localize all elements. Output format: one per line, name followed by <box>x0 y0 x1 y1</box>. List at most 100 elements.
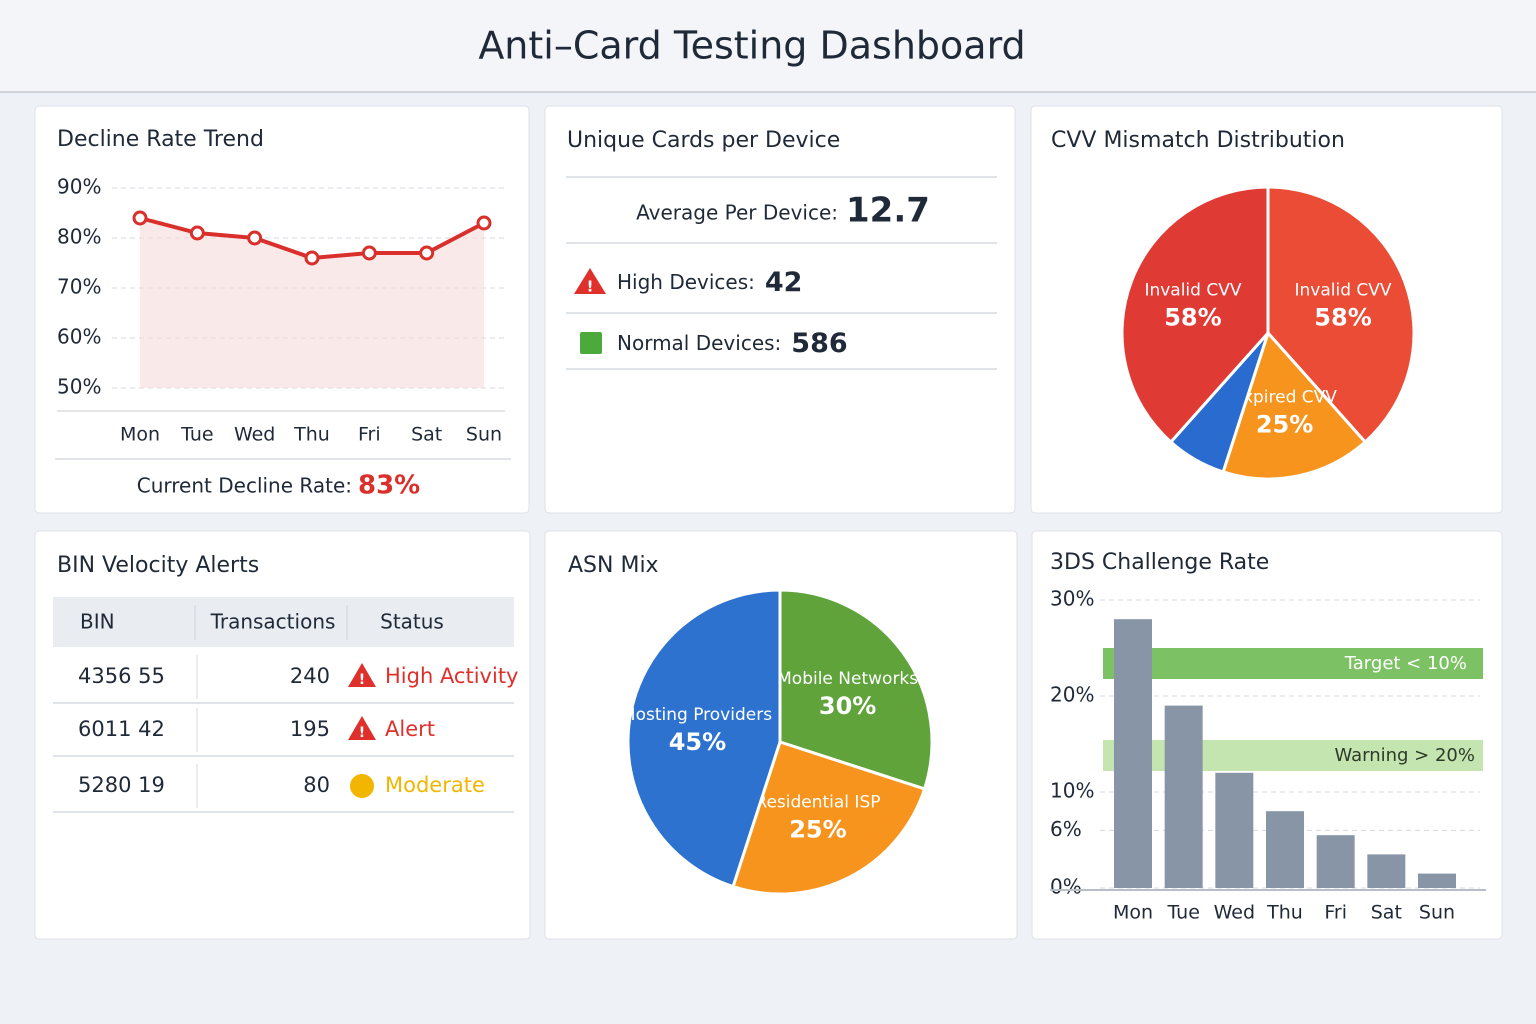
x-tick-label: Wed <box>234 424 275 446</box>
warning-icon <box>574 268 606 294</box>
pie-slice <box>626 588 782 889</box>
current-label: Current Decline Rate: <box>137 474 352 498</box>
slice-value: 58% <box>1164 303 1221 331</box>
y-tick-label: 90% <box>57 175 101 199</box>
area <box>140 218 484 388</box>
bar <box>1418 873 1456 888</box>
status-icon <box>348 663 376 687</box>
table-cell: 80 <box>303 773 330 797</box>
x-tick-label: Mon <box>1113 902 1153 924</box>
bar <box>1316 835 1355 888</box>
x-tick-label: Sun <box>1419 902 1455 924</box>
stat-value: 42 <box>765 267 803 298</box>
pie-slice <box>778 588 934 791</box>
table-cell: 240 <box>290 664 330 688</box>
chart-title: 3DS Challenge Rate <box>1050 550 1269 575</box>
slice-label: Residential ISP <box>755 792 880 812</box>
stat-label: Normal Devices: <box>617 331 781 355</box>
stat-line: High Devices: 42 <box>617 267 802 298</box>
stat-value: 12.7 <box>846 191 930 231</box>
card <box>544 105 1016 514</box>
table-header-bg <box>53 597 514 647</box>
table-cell: 5280 19 <box>78 773 165 797</box>
column-header: Status <box>380 610 444 634</box>
x-tick-label: Thu <box>293 424 330 446</box>
slice-value: 25% <box>789 815 846 843</box>
stat-label: Average Per Device: <box>636 201 838 225</box>
y-tick-label: 6% <box>1050 817 1082 841</box>
slice-value: 25% <box>1256 411 1313 439</box>
slice-label: Hosting Providers <box>623 705 772 725</box>
y-tick-label: 70% <box>57 275 101 299</box>
bar <box>1266 811 1304 888</box>
header-bar <box>0 0 1536 92</box>
x-tick-label: Sun <box>466 424 502 446</box>
x-tick-label: Thu <box>1266 902 1303 924</box>
x-tick-label: Fri <box>358 424 381 446</box>
chart-title: ASN Mix <box>568 553 659 578</box>
column-header: BIN <box>80 610 115 634</box>
stat-label: High Devices: <box>617 270 755 294</box>
pie-slice <box>1266 185 1416 445</box>
x-tick-label: Wed <box>1214 902 1255 924</box>
x-tick-label: Sat <box>411 424 442 446</box>
y-tick-label: 20% <box>1050 683 1094 707</box>
status-text: High Activity <box>385 664 518 688</box>
warning-mark: ! <box>587 278 594 296</box>
point <box>132 210 148 226</box>
bar <box>1367 854 1406 888</box>
slice-label: Invalid CVV <box>1295 280 1392 300</box>
status-icon <box>350 774 374 798</box>
page-title: Anti–Card Testing Dashboard <box>478 24 1025 68</box>
pie-slice <box>1221 330 1368 481</box>
x-tick-label: Mon <box>120 424 160 446</box>
x-tick-label: Fri <box>1324 902 1347 924</box>
chart-title: CVV Mismatch Distribution <box>1051 128 1345 153</box>
status-text: Moderate <box>385 773 485 797</box>
normal-icon <box>580 332 602 354</box>
slice-value: 45% <box>669 728 726 756</box>
x-tick-label: Tue <box>180 424 213 446</box>
x-tick-label: Sat <box>1371 902 1402 924</box>
table-cell: 195 <box>290 717 330 741</box>
pie-slice <box>731 740 927 896</box>
panel-title: Unique Cards per Device <box>567 128 840 153</box>
threshold-label: Warning > 20% <box>1334 745 1475 766</box>
pie-slice <box>1120 185 1270 445</box>
bar <box>1114 619 1152 888</box>
bar <box>1164 705 1203 888</box>
stat-value: 586 <box>791 328 847 359</box>
slice-label: Expired CVV <box>1232 388 1337 408</box>
point <box>476 215 492 231</box>
point <box>189 225 205 241</box>
point <box>247 230 263 246</box>
stat-line: Normal Devices: 586 <box>617 328 848 359</box>
point <box>419 245 435 261</box>
status-text: Alert <box>385 717 435 741</box>
table-cell: 6011 42 <box>78 717 165 741</box>
point <box>304 250 320 266</box>
threshold-band <box>1103 648 1483 679</box>
y-tick-label: 60% <box>57 325 101 349</box>
slice-value: 58% <box>1314 303 1371 331</box>
chart-title: Decline Rate Trend <box>57 127 264 152</box>
point <box>361 245 377 261</box>
slice-value: 30% <box>819 692 876 720</box>
slice-label: Mobile Networks <box>777 669 918 689</box>
y-tick-label: 30% <box>1050 587 1094 611</box>
y-tick-label: 10% <box>1050 779 1094 803</box>
status-icon-mark: ! <box>359 672 365 688</box>
slice-label: Invalid CVV <box>1144 280 1241 300</box>
current-value: 83% <box>358 471 420 501</box>
status-icon-mark: ! <box>359 725 365 741</box>
y-tick-label: 80% <box>57 225 101 249</box>
column-header: Transactions <box>210 610 336 634</box>
bar <box>1215 772 1254 888</box>
y-tick-label: 0% <box>1050 875 1082 899</box>
status-icon <box>348 716 376 740</box>
y-tick-label: 50% <box>57 375 101 399</box>
x-tick-label: Tue <box>1166 902 1199 924</box>
table-cell: 4356 55 <box>78 664 165 688</box>
